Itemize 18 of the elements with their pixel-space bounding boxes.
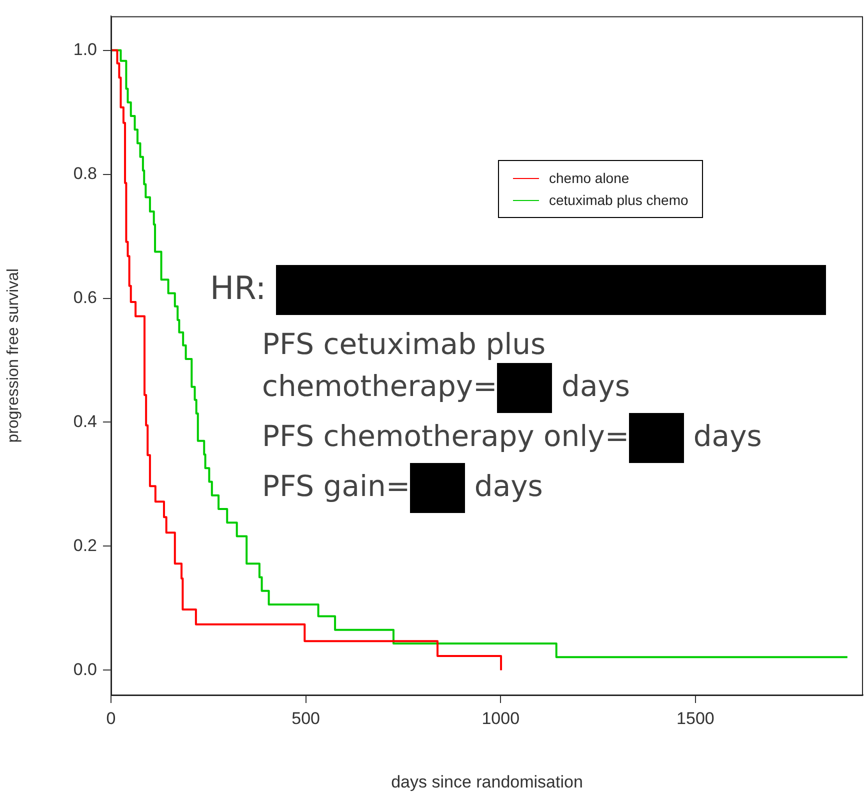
legend-label: chemo alone bbox=[549, 170, 630, 186]
text: PFS chemotherapy only= days bbox=[262, 418, 762, 453]
x-tick-label: 500 bbox=[292, 708, 320, 728]
x-tick-label: 1500 bbox=[676, 708, 714, 728]
y-tick-label: 0.4 bbox=[73, 412, 97, 431]
text: PFS gain= days bbox=[262, 468, 543, 503]
y-tick-label: 1.0 bbox=[73, 40, 97, 59]
y-tick-label: 0.0 bbox=[73, 660, 97, 679]
y-tick-label: 0.2 bbox=[73, 536, 97, 555]
annotation: HR: bbox=[210, 268, 268, 309]
y-tick-label: 0.6 bbox=[73, 288, 97, 307]
y-axis-title: progression free survival bbox=[5, 268, 22, 443]
x-axis-title: days since randomisation bbox=[391, 772, 583, 792]
x-tick-label: 1000 bbox=[482, 708, 520, 728]
y-tick-label: 0.8 bbox=[73, 164, 97, 183]
x-tick-label: 0 bbox=[106, 708, 116, 728]
legend-label: cetuximab plus chemo bbox=[549, 192, 688, 208]
text: PFS cetuximab plus chemotherapy= days bbox=[262, 327, 630, 403]
